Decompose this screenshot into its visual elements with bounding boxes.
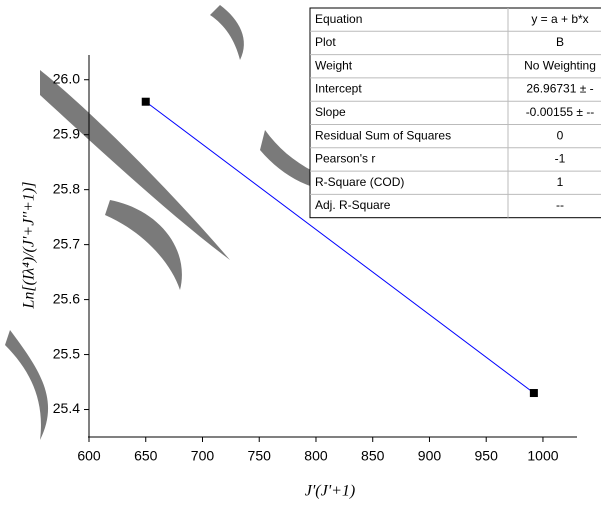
table-value: 0 bbox=[557, 128, 564, 142]
x-tick-label: 1000 bbox=[527, 448, 558, 464]
axes bbox=[88, 55, 577, 438]
x-tick-label: 950 bbox=[475, 448, 499, 464]
x-tick-label: 900 bbox=[418, 448, 442, 464]
table-key: Adj. R-Square bbox=[315, 198, 391, 212]
table-value: y = a + b*x bbox=[531, 12, 588, 26]
x-tick-label: 650 bbox=[134, 448, 158, 464]
table-key: Weight bbox=[315, 58, 353, 72]
table-value: 26.96731 ± - bbox=[526, 82, 593, 96]
y-tick-label: 25.4 bbox=[53, 400, 80, 416]
y-tick-label: 25.6 bbox=[53, 290, 80, 306]
data-line bbox=[145, 101, 535, 394]
table-key: Slope bbox=[315, 105, 346, 119]
table-key: Equation bbox=[315, 12, 362, 26]
table-value: B bbox=[556, 35, 564, 49]
table-value: 1 bbox=[557, 175, 564, 189]
x-tick-label: 600 bbox=[77, 448, 101, 464]
table-key: Pearson's r bbox=[315, 152, 375, 166]
y-tick-label: 25.8 bbox=[53, 180, 80, 196]
table-key: Residual Sum of Squares bbox=[315, 128, 451, 142]
y-tick-label: 25.7 bbox=[53, 235, 80, 251]
y-axis-label: Ln[(Iλ⁴)/(J'+J''+1)] bbox=[21, 182, 38, 310]
stats-table: Equation y = a + b*x Plot B Weight No Weighti… bbox=[309, 7, 601, 219]
table-bg bbox=[309, 7, 601, 219]
x-axis-label: J'(J'+1) bbox=[305, 483, 356, 500]
data-point bbox=[529, 389, 538, 398]
table-value: No Weighting bbox=[524, 58, 596, 72]
table-key: Plot bbox=[315, 35, 336, 49]
x-tick-label: 800 bbox=[304, 448, 328, 464]
table-key: Intercept bbox=[315, 82, 362, 96]
table-key: R-Square (COD) bbox=[315, 175, 404, 189]
table-value: -- bbox=[556, 198, 564, 212]
y-tick-label: 25.5 bbox=[53, 345, 80, 361]
table-value: -1 bbox=[555, 152, 566, 166]
x-tick-label: 750 bbox=[248, 448, 272, 464]
y-tick-label: 25.9 bbox=[53, 125, 80, 141]
x-tick-label: 850 bbox=[361, 448, 385, 464]
y-tick-label: 26.0 bbox=[53, 70, 80, 86]
table-value: -0.00155 ± -- bbox=[526, 105, 595, 119]
x-tick-label: 700 bbox=[191, 448, 215, 464]
data-point bbox=[141, 97, 150, 106]
